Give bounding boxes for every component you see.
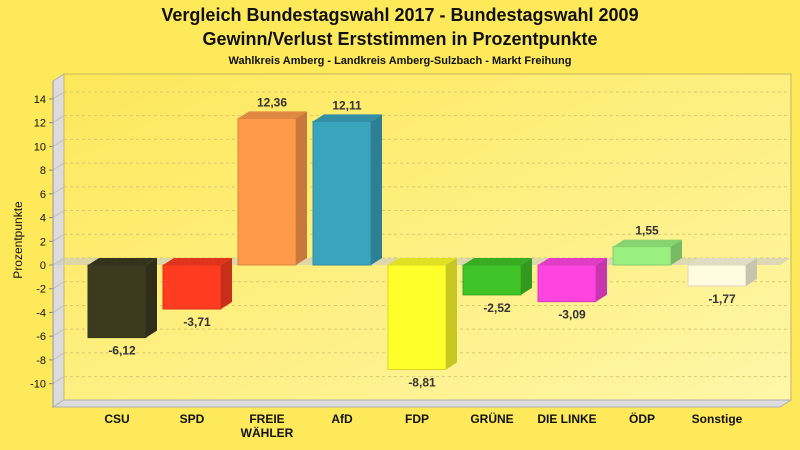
x-tick-label: ÖDP [629,411,655,426]
gridline-side [52,138,65,147]
bar-front [237,117,297,266]
chart-subsubtitle: Wahlkreis Amberg - Landkreis Amberg-Sulz… [229,55,572,67]
bar-top [538,258,607,265]
x-tick-label: Sonstige [692,412,743,426]
bar-side [371,114,382,265]
bar-top [238,111,307,119]
y-tick-label: 4 [40,213,46,225]
bar-side [746,258,757,286]
y-tick-label: -8 [36,355,46,367]
bar-top [88,258,157,265]
bar-front [87,264,147,339]
x-tick-label: WÄHLER [241,425,294,440]
data-label: 12,36 [257,95,287,109]
data-label: 1,55 [635,224,659,238]
x-tick-label: DIE LINKE [537,412,596,426]
gridline-side [52,305,65,313]
y-tick-label: 6 [40,189,46,201]
data-label: 12,11 [332,98,362,112]
y-tick-label: -2 [36,284,46,296]
gridline-side [52,186,65,195]
bar-grüne [462,258,532,296]
chart-subtitle: Gewinn/Verlust Erststimmen in Prozentpun… [202,29,597,49]
bar-top [388,258,457,265]
x-tick-label: FREIE [249,412,284,426]
gridline-side [52,233,65,242]
y-tick-label: 2 [40,236,46,248]
bar-csu [87,258,157,339]
bar-front [612,246,672,266]
bar-side [221,258,232,310]
bar-top [613,239,682,247]
bar-top [688,258,757,265]
y-tick-label: 8 [40,165,46,177]
y-tick-label: 10 [34,141,46,153]
data-label: -2,52 [483,301,511,315]
bar-side [596,258,607,302]
bar-front [312,120,372,266]
gridline-side [52,352,65,361]
bar-side [446,258,457,370]
bar-die-linke [537,258,607,303]
y-tick-label: 12 [34,118,46,130]
bar-front [387,264,447,370]
x-tick-label: CSU [104,412,129,426]
chart-title: Vergleich Bundestagswahl 2017 - Bundesta… [161,5,638,25]
y-tick-label: 0 [40,260,46,272]
data-label: -1,77 [708,292,736,306]
bar-front [687,264,747,287]
bar-fdp [387,258,457,370]
gridline-side [52,91,65,100]
data-label: -3,09 [558,308,586,322]
y-tick-label: -6 [36,331,46,343]
x-tick-label: FDP [405,412,429,426]
data-label: -6,12 [108,344,136,358]
gridline-side [52,210,65,218]
y-tick-label: -10 [30,379,46,391]
y-tick-label: 14 [34,94,46,106]
floor [51,399,793,408]
y-tick-label: -4 [36,307,46,319]
x-tick-label: AfD [331,412,353,426]
bar-ödp [612,239,682,266]
data-label: -3,71 [183,315,211,329]
gridline-side [52,328,65,337]
x-tick-label: GRÜNE [470,411,513,426]
bar-sonstige [687,258,757,287]
bar-top [163,258,232,265]
bar-freie-wähler [237,111,307,266]
gridline-side [52,281,65,290]
gridline-side [52,115,65,124]
gridline-side [52,376,65,385]
bar-front [537,264,597,303]
bar-top [463,258,532,265]
x-tick-label: SPD [180,412,205,426]
gridline-side [52,162,65,171]
bar-side [296,111,307,265]
bar-afd [312,114,382,266]
bar-spd [162,258,232,310]
bar-front [162,264,222,310]
bar-top [313,114,382,122]
bar-side [146,258,157,338]
bar-side [671,239,682,265]
data-label: -8,81 [408,375,436,389]
bar-front [462,264,522,296]
y-axis-label: Prozentpunkte [11,201,25,279]
bar-side [521,258,532,295]
